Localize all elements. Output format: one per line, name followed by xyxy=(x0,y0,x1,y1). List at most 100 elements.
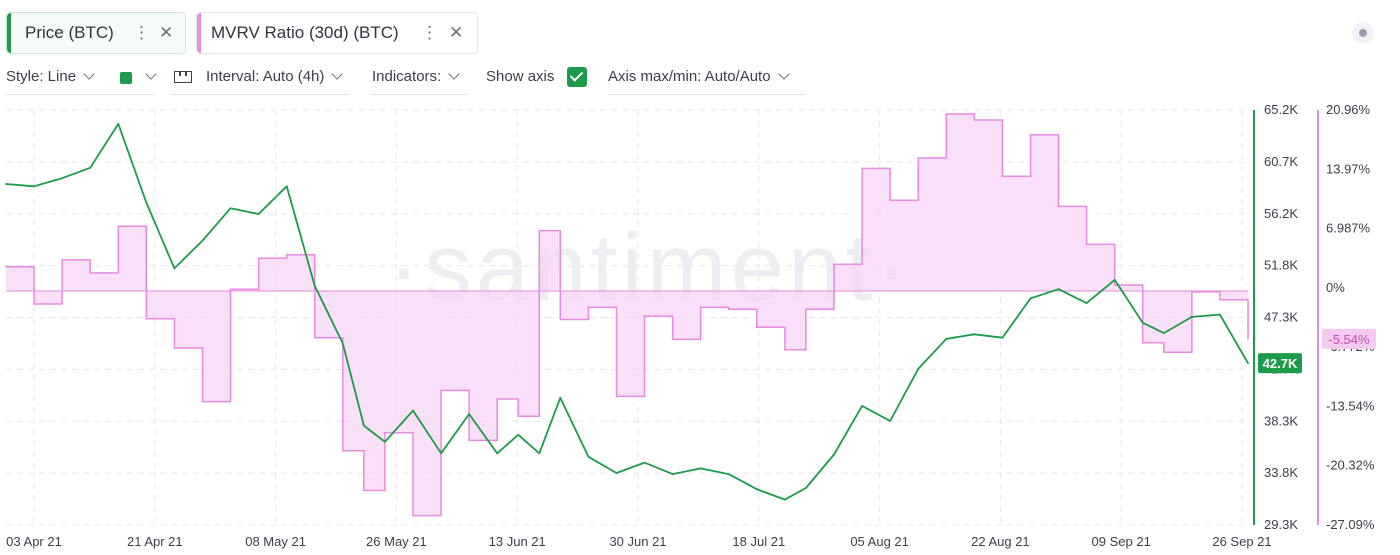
x-tick-label: 30 Jun 21 xyxy=(609,534,666,549)
mvrv-point xyxy=(805,308,807,311)
mvrv-point xyxy=(201,400,204,403)
price-point xyxy=(699,467,702,470)
mvrv-point xyxy=(1029,133,1032,136)
price-point xyxy=(173,267,176,270)
price-point xyxy=(496,452,499,455)
toolbar-underline xyxy=(370,94,468,95)
price-point xyxy=(201,239,204,242)
price-point xyxy=(1057,288,1060,291)
mvrv-point xyxy=(538,229,541,232)
x-tick-label: 22 Aug 21 xyxy=(971,534,1030,549)
mvrv-point xyxy=(5,266,7,268)
mvrv-point xyxy=(468,439,470,442)
show-axis-checkbox[interactable] xyxy=(567,67,587,87)
price-point xyxy=(412,409,414,412)
price-point xyxy=(1029,297,1032,300)
price-point xyxy=(1113,279,1116,281)
toolbar-underline xyxy=(6,94,154,95)
mvrv-tick-label: 13.97% xyxy=(1326,161,1371,176)
price-point xyxy=(889,420,891,422)
x-tick-label: 13 Jun 21 xyxy=(489,534,546,549)
mvrv-point xyxy=(342,450,344,452)
price-point xyxy=(727,473,730,475)
mvrv-point xyxy=(587,306,590,309)
style-dropdown[interactable]: Style: Line xyxy=(6,68,95,85)
color-swatch[interactable] xyxy=(120,72,132,84)
close-icon[interactable]: ✕ xyxy=(159,23,174,42)
chevron-down-icon xyxy=(83,68,95,80)
watermark: ·santiment· xyxy=(388,214,912,321)
mvrv-series xyxy=(5,113,1249,517)
x-tick-label: 18 Jul 21 xyxy=(732,534,785,549)
price-point xyxy=(341,342,344,345)
mvrv-point xyxy=(496,398,499,400)
x-tick-label: 03 Apr 21 xyxy=(6,534,62,549)
toolbar-underline xyxy=(608,94,806,95)
mvrv-point xyxy=(917,157,919,159)
chart-grid xyxy=(6,109,1248,526)
price-tick-label: 42.7K xyxy=(1264,361,1298,376)
mvrv-point xyxy=(643,315,646,317)
mvrv-tick-label: 6.987% xyxy=(1326,221,1371,236)
mvrv-line xyxy=(6,113,1249,517)
close-icon[interactable]: ✕ xyxy=(449,23,464,42)
mvrv-point xyxy=(1191,291,1193,293)
price-point xyxy=(973,333,976,336)
price-point xyxy=(615,472,618,474)
mvrv-point xyxy=(756,326,758,329)
show-axis-label: Show axis xyxy=(486,68,555,85)
price-tick-label: 38.3K xyxy=(1264,413,1298,428)
price-point xyxy=(559,396,562,399)
color-dropdown[interactable] xyxy=(138,68,157,85)
mvrv-point xyxy=(363,489,365,492)
mvrv-point xyxy=(833,263,835,266)
axis-minmax-dropdown[interactable]: Axis max/min: Auto/Auto xyxy=(608,68,790,85)
mvrv-point xyxy=(727,308,730,311)
price-tick-label: 60.7K xyxy=(1264,154,1298,169)
price-current-badge xyxy=(1258,353,1302,374)
indicators-label: Indicators: xyxy=(372,68,442,85)
x-tick-label: 26 May 21 xyxy=(366,534,427,549)
price-point xyxy=(285,185,288,188)
mvrv-point xyxy=(1057,205,1060,208)
current-value-badges: 42.7K -5.54% xyxy=(1258,328,1376,374)
chevron-down-icon xyxy=(331,68,344,80)
price-point xyxy=(805,487,807,489)
price-point xyxy=(784,498,786,501)
price-point xyxy=(517,433,520,436)
mvrv-point xyxy=(412,514,414,517)
mvrv-axis-ticks: 20.96% 13.97% 6.987% 0% -6.772% -13.54% -20.32… xyxy=(1326,102,1375,532)
price-point xyxy=(313,284,316,287)
chevron-down-icon xyxy=(145,68,157,80)
price-point xyxy=(833,453,835,456)
mvrv-point xyxy=(173,347,176,349)
mvrv-point xyxy=(784,349,786,351)
tab-price-btc[interactable]: Price (BTC) ⋮ ✕ xyxy=(6,12,186,54)
mvrv-point xyxy=(1219,298,1221,301)
price-tick-label: 65.2K xyxy=(1264,102,1298,117)
price-point xyxy=(1001,336,1004,339)
mvrv-point xyxy=(89,272,91,274)
price-point xyxy=(538,452,541,455)
axis-minmax-label: Axis max/min: Auto/Auto xyxy=(608,68,771,85)
price-tick-label: 51.8K xyxy=(1264,258,1298,273)
chevron-down-icon xyxy=(448,68,460,80)
mvrv-point xyxy=(861,167,863,170)
style-label: Style: Line xyxy=(6,68,77,85)
mvrv-point xyxy=(61,259,63,261)
price-point xyxy=(5,183,7,185)
price-point xyxy=(917,368,920,370)
interval-dropdown[interactable]: Interval: Auto (4h) xyxy=(206,68,344,85)
indicators-dropdown[interactable]: Indicators: xyxy=(372,68,460,85)
mvrv-point xyxy=(285,254,288,256)
price-point xyxy=(468,413,470,415)
price-line xyxy=(5,123,1249,501)
more-options-icon[interactable]: ⋮ xyxy=(421,23,438,42)
more-options-icon[interactable]: ⋮ xyxy=(133,23,150,42)
tab-mvrv-ratio[interactable]: MVRV Ratio (30d) (BTC) ⋮ ✕ xyxy=(196,12,478,54)
price-tick-label: 29.3K xyxy=(1264,517,1298,532)
mvrv-point xyxy=(1247,338,1249,340)
settings-icon[interactable] xyxy=(1352,22,1374,44)
tab-label: MVRV Ratio (30d) (BTC) xyxy=(211,23,399,42)
mvrv-tick-label: 20.96% xyxy=(1326,102,1371,117)
